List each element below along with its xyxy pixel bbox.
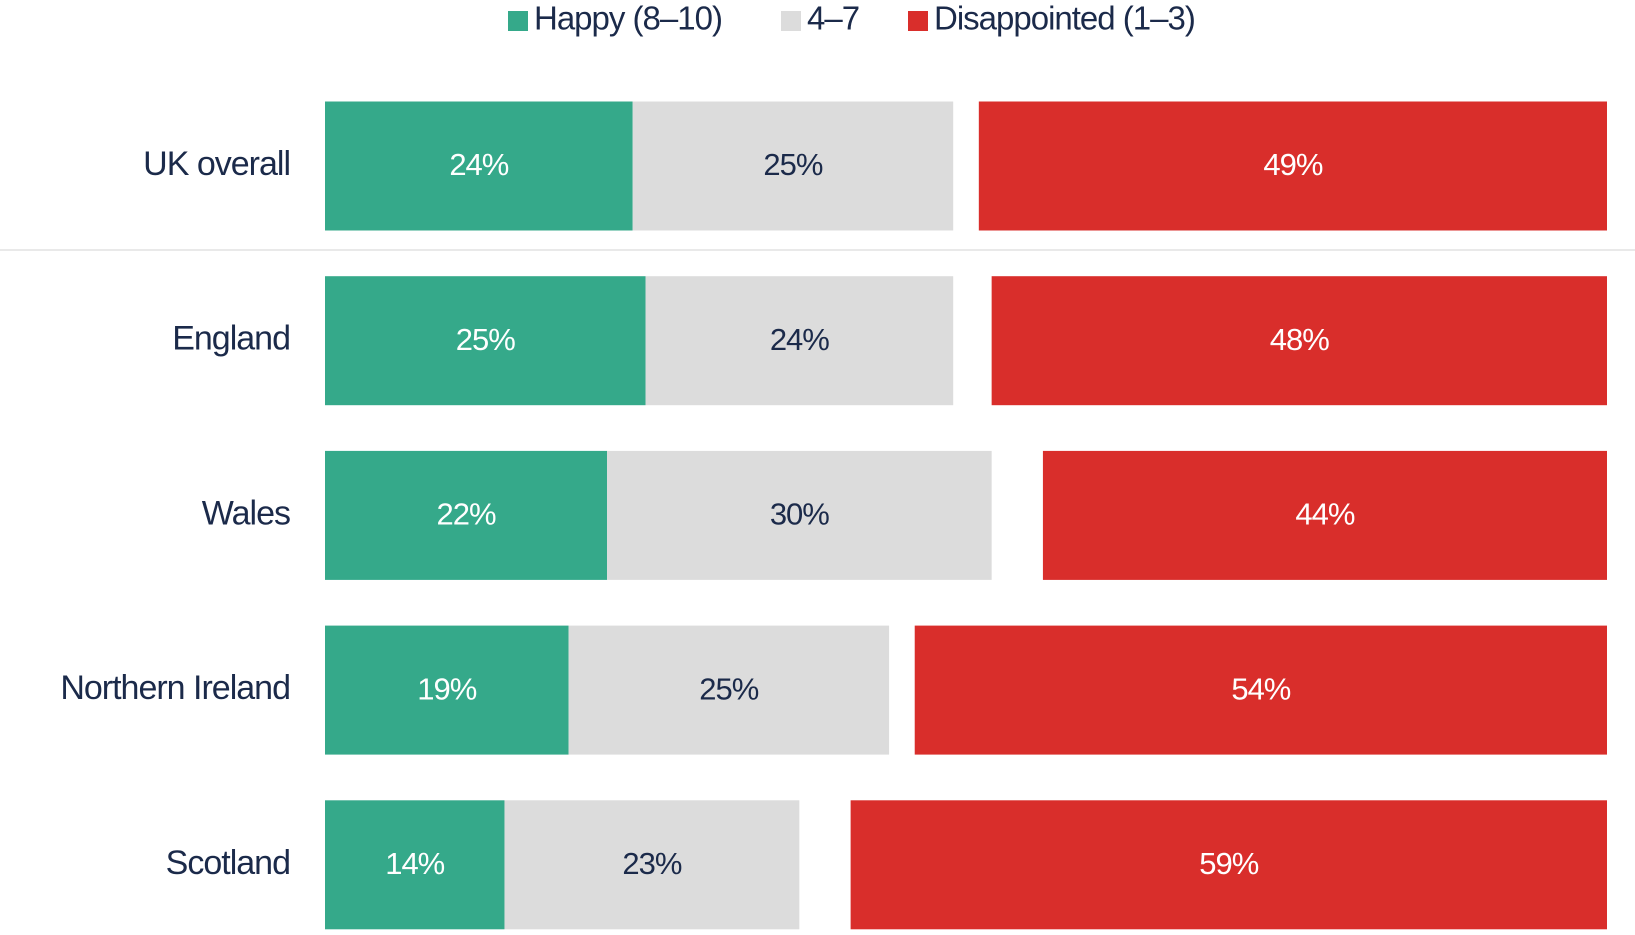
value-label: 25% [763, 147, 822, 182]
value-label: 24% [449, 147, 508, 182]
legend-swatch [508, 11, 528, 31]
bar-segment [850, 800, 1607, 930]
value-label: 44% [1295, 497, 1354, 532]
category-label: England [172, 320, 290, 358]
legend-label: Happy (8–10) [534, 0, 722, 37]
value-label: 23% [622, 846, 681, 881]
value-label: 54% [1231, 671, 1290, 706]
category-label: Wales [202, 494, 290, 532]
category-label: Scotland [166, 844, 290, 882]
value-label: 49% [1263, 147, 1322, 182]
legend-swatch [908, 11, 928, 31]
value-label: 19% [417, 671, 476, 706]
bar-segment [325, 625, 569, 755]
bar-segment [325, 800, 505, 930]
bar-segment [325, 276, 646, 406]
bar-segment [645, 276, 954, 406]
legend-label: 4–7 [807, 0, 859, 37]
bar-segment [568, 625, 890, 755]
bar-segment [632, 101, 954, 231]
bar-segment [325, 450, 608, 580]
value-label: 25% [456, 322, 515, 357]
category-label: Northern Ireland [60, 669, 290, 707]
category-label: UK overall [143, 145, 290, 183]
bar-segment [1042, 450, 1607, 580]
value-label: 25% [699, 671, 758, 706]
bar-segment [607, 450, 992, 580]
bar-segment [978, 101, 1607, 231]
value-label: 24% [770, 322, 829, 357]
value-label: 14% [385, 846, 444, 881]
value-label: 22% [436, 497, 495, 532]
bar-segment [914, 625, 1607, 755]
bar-segment [325, 101, 633, 231]
legend-label: Disappointed (1–3) [934, 0, 1195, 37]
value-label: 48% [1270, 322, 1329, 357]
bar-segment [991, 276, 1607, 406]
value-label: 30% [770, 497, 829, 532]
bar-segment [504, 800, 800, 930]
legend-swatch [781, 11, 801, 31]
value-label: 59% [1199, 846, 1258, 881]
